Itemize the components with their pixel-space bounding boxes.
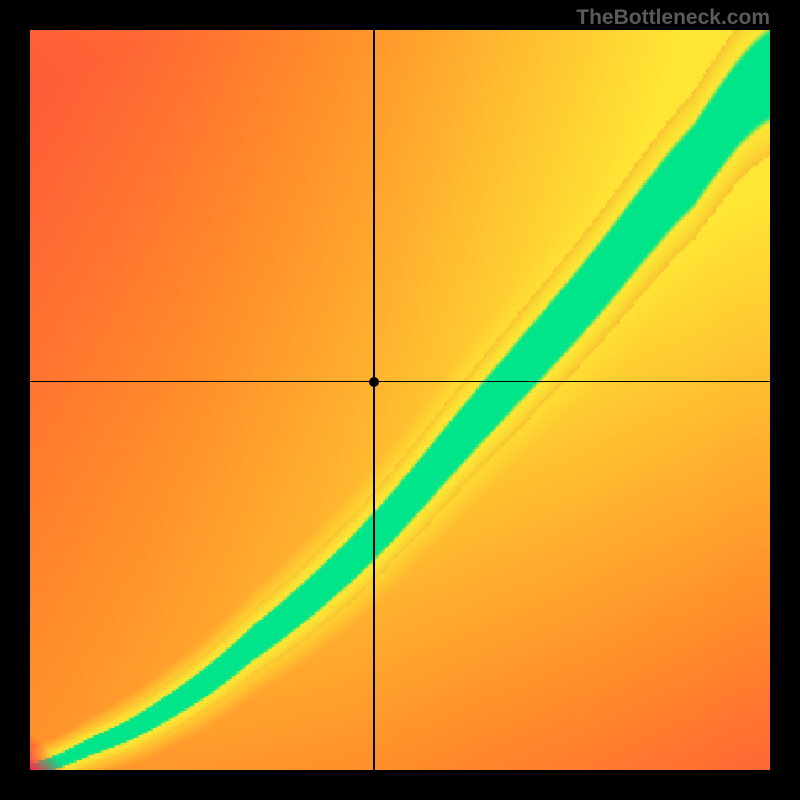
watermark-text: TheBottleneck.com [576,6,770,30]
heatmap-canvas [30,30,770,770]
crosshair-vertical [373,30,375,770]
plot-area [30,30,770,770]
crosshair-horizontal [30,381,770,383]
crosshair-marker [369,377,379,387]
